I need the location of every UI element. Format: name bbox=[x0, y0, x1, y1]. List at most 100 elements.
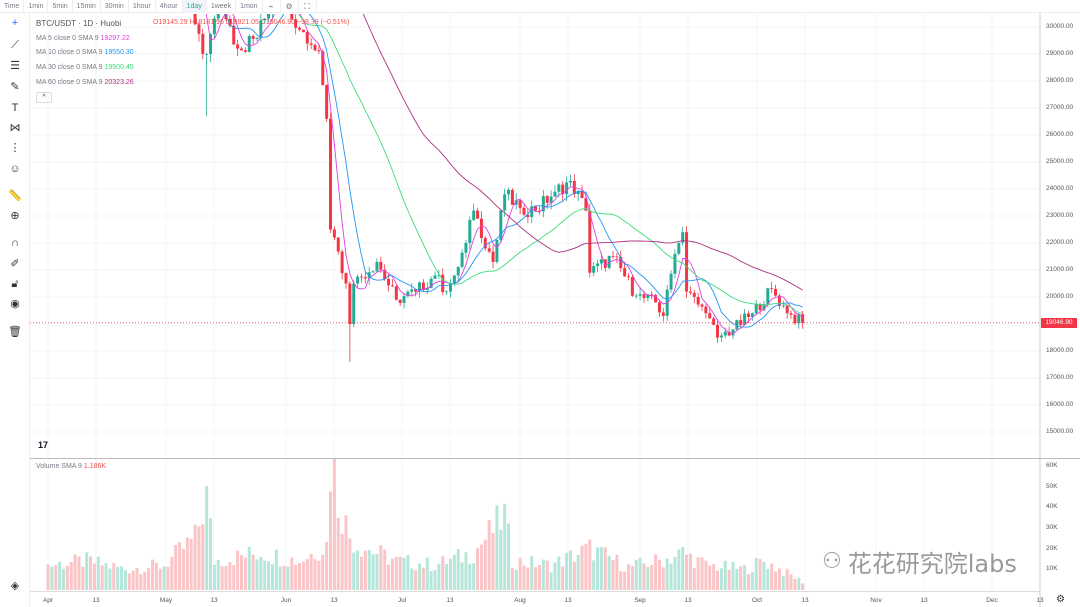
candle-body bbox=[518, 200, 522, 208]
fib-retracement-icon[interactable]: ☰ bbox=[10, 60, 20, 72]
volume-bar bbox=[290, 557, 294, 590]
timeframe-1week[interactable]: 1week bbox=[207, 0, 237, 13]
timeframe-1day[interactable]: 1day bbox=[182, 0, 207, 13]
candle-body bbox=[418, 282, 422, 292]
candle-body bbox=[205, 54, 209, 55]
candle-body bbox=[557, 184, 561, 192]
trend-line-icon[interactable]: ⟋ bbox=[11, 39, 19, 51]
volume-bar bbox=[654, 554, 658, 590]
wechat-icon: ⚇ bbox=[822, 549, 842, 574]
candle-body bbox=[716, 324, 720, 338]
candle-body bbox=[398, 299, 402, 303]
volume-bar bbox=[661, 567, 665, 590]
candle-body bbox=[414, 289, 418, 292]
candle-body bbox=[476, 210, 480, 219]
volume-bar bbox=[429, 571, 433, 590]
magnet-icon[interactable]: ∩ bbox=[11, 237, 19, 249]
volume-bar bbox=[507, 523, 511, 590]
candle-body bbox=[479, 218, 483, 238]
timeframe-1hour[interactable]: 1hour bbox=[129, 0, 156, 13]
candle-body bbox=[359, 276, 363, 278]
volume-bar bbox=[630, 566, 634, 590]
lock-icon[interactable]: 🔓︎ bbox=[11, 278, 19, 290]
timeframe-1mon[interactable]: 1mon bbox=[236, 0, 263, 13]
candle-body bbox=[642, 294, 646, 299]
volume-bar bbox=[758, 559, 762, 590]
candle-body bbox=[696, 296, 700, 305]
brush-icon[interactable]: ✎ bbox=[10, 81, 20, 93]
candle-body bbox=[537, 210, 541, 212]
volume-bar bbox=[89, 556, 93, 590]
fullscreen-icon[interactable]: ⛶ bbox=[299, 0, 317, 13]
settings-gear-icon[interactable]: ⚙ bbox=[1056, 594, 1065, 605]
volume-axis-label: 10K bbox=[1046, 565, 1058, 573]
candle-body bbox=[448, 283, 452, 292]
timeframe-4hour[interactable]: 4hour bbox=[156, 0, 183, 13]
volume-bar bbox=[383, 549, 387, 590]
volume-bar bbox=[54, 565, 58, 590]
candle-body bbox=[596, 263, 600, 267]
price-axis-label: 15000.00 bbox=[1046, 428, 1074, 435]
volume-bar bbox=[398, 556, 402, 590]
crosshair-icon[interactable]: + bbox=[11, 17, 19, 29]
lock-drawing-icon[interactable]: ✐ bbox=[10, 258, 20, 270]
candle-body bbox=[770, 288, 774, 290]
volume-bar bbox=[240, 555, 243, 590]
volume-bar bbox=[789, 574, 793, 590]
volume-bar bbox=[762, 561, 766, 590]
price-axis-label: 24000.00 bbox=[1046, 185, 1074, 192]
timeframe-1min[interactable]: 1min bbox=[24, 0, 49, 13]
volume-bar bbox=[116, 566, 120, 590]
volume-bar bbox=[123, 570, 127, 590]
volume-bar bbox=[100, 565, 104, 590]
volume-bar bbox=[58, 561, 62, 590]
trash-icon[interactable]: 🗑︎ bbox=[8, 326, 22, 338]
timeframe-Time[interactable]: Time bbox=[0, 0, 25, 13]
candle-body bbox=[437, 274, 441, 276]
volume-bar bbox=[228, 562, 232, 590]
settings-icon[interactable]: ⚙ bbox=[281, 0, 299, 13]
candle-body bbox=[650, 294, 654, 296]
pattern-icon[interactable]: ⋈ bbox=[9, 122, 21, 134]
timeframe-5min[interactable]: 5min bbox=[48, 0, 73, 13]
ruler-icon[interactable]: 📏 bbox=[8, 190, 22, 202]
time-axis-label: 13 bbox=[210, 597, 218, 604]
zoom-in-icon[interactable]: ⊕ bbox=[10, 210, 20, 222]
volume-bar bbox=[259, 557, 263, 590]
candle-body bbox=[561, 184, 565, 195]
candle-body bbox=[216, 14, 220, 19]
candle-body bbox=[379, 261, 383, 270]
volume-bar bbox=[274, 549, 278, 590]
timeframe-15min[interactable]: 15min bbox=[73, 0, 101, 13]
candle-body bbox=[344, 273, 348, 284]
volume-bar bbox=[154, 562, 158, 590]
volume-bar bbox=[174, 544, 178, 590]
candle-body bbox=[371, 271, 375, 273]
eye-icon[interactable]: ◉ bbox=[10, 298, 20, 310]
volume-bar bbox=[743, 565, 747, 590]
candle-body bbox=[452, 275, 456, 284]
candle-body bbox=[708, 313, 712, 319]
candle-body bbox=[526, 214, 530, 218]
candle-body bbox=[623, 268, 627, 277]
volume-bar bbox=[448, 558, 452, 590]
volume-bar bbox=[325, 541, 329, 590]
candle-body bbox=[766, 288, 770, 305]
time-axis-label: Oct bbox=[751, 597, 763, 604]
time-axis-label: Jun bbox=[280, 597, 292, 604]
candle-body bbox=[356, 276, 360, 284]
ma-30-line bbox=[298, 14, 803, 314]
layers-icon[interactable]: ◈ bbox=[10, 580, 20, 592]
text-icon[interactable]: T bbox=[11, 102, 19, 114]
candle-body bbox=[197, 24, 201, 34]
prediction-icon[interactable]: ⋮ bbox=[9, 142, 21, 154]
candle-body bbox=[654, 295, 658, 303]
timeframe-30min[interactable]: 30min bbox=[101, 0, 129, 13]
volume-bar bbox=[441, 556, 445, 590]
collapse-legend-button[interactable]: ^ bbox=[36, 91, 52, 103]
ma-label: MA 5 close 0 SMA 9 bbox=[36, 34, 99, 42]
indicators-icon[interactable]: ⌁ bbox=[263, 0, 281, 13]
emoji-icon[interactable]: ☺ bbox=[9, 163, 21, 175]
time-axis-label: 13 bbox=[684, 597, 692, 604]
